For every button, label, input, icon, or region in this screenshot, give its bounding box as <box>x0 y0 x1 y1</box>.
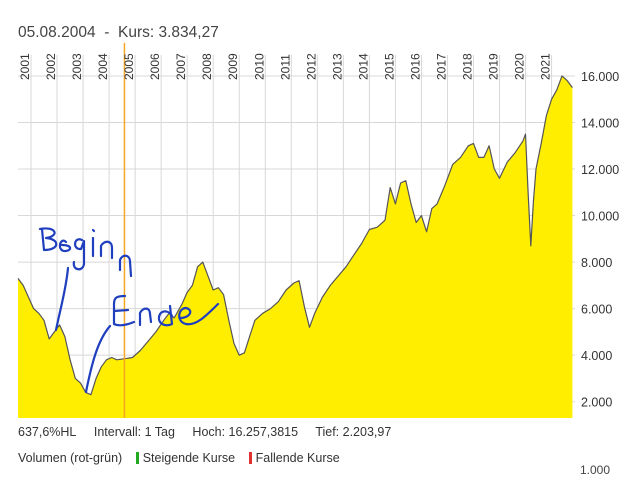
x-tick-label-2001: 2001 <box>18 53 32 80</box>
high-value: Hoch: 16.257,3815 <box>192 425 299 439</box>
stats-bar: 637,6%HL Intervall: 1 Tag Hoch: 16.257,3… <box>18 425 405 439</box>
x-tick-label-2017: 2017 <box>434 53 448 80</box>
handwritten-annotations <box>38 227 220 394</box>
y-tick-label-2.000: 2.000 <box>581 396 612 410</box>
legend-falling-swatch <box>248 452 252 464</box>
x-tick-label-2007: 2007 <box>174 53 188 80</box>
x-tick-label-2003: 2003 <box>70 53 84 80</box>
x-axis-labels: 2001 2002 2003 2004 2005 2006 2007 2008 2009 2010… <box>18 53 553 80</box>
hl-percentage: 637,6%HL <box>18 425 77 439</box>
y-tick-label-10.000: 10.000 <box>581 210 619 224</box>
x-tick-label-2016: 2016 <box>408 53 422 80</box>
cursor-price: Kurs: 3.834,27 <box>118 24 219 41</box>
x-tick-label-2012: 2012 <box>304 53 318 80</box>
x-tick-label-2019: 2019 <box>487 53 501 80</box>
y-tick-label-4.000: 4.000 <box>581 349 612 363</box>
annotation-ende-strokes <box>112 294 220 327</box>
legend-rising[interactable]: Steigende Kurse <box>142 451 236 465</box>
annotation-end-arrow <box>84 324 112 394</box>
volume-axis-tick: 1.000 <box>580 463 611 477</box>
x-tick-label-2006: 2006 <box>148 53 162 80</box>
x-tick-label-2005: 2005 <box>122 53 136 80</box>
price-line <box>17 75 573 396</box>
cursor-date: 05.08.2004 <box>18 24 96 41</box>
annotation-begin-arrow <box>54 266 70 332</box>
x-tick-label-2015: 2015 <box>382 53 396 80</box>
x-tick-label-2004: 2004 <box>96 53 110 80</box>
x-tick-label-2002: 2002 <box>44 53 58 80</box>
legend-volume: Volumen (rot-grün) <box>18 451 123 465</box>
legend-falling[interactable]: Fallende Kurse <box>255 451 340 465</box>
x-tick-label-2010: 2010 <box>252 53 266 80</box>
x-tick-label-2008: 2008 <box>200 53 214 80</box>
interval-value[interactable]: Intervall: 1 Tag <box>93 425 175 439</box>
header-separator: - <box>104 24 110 41</box>
chart-legend: Volumen (rot-grün) Steigende Kurse Falle… <box>18 451 340 465</box>
x-tick-label-2014: 2014 <box>356 53 370 80</box>
low-value: Tief: 2.203,97 <box>315 425 392 439</box>
y-tick-label-14.000: 14.000 <box>581 116 619 130</box>
price-area <box>18 75 573 419</box>
x-tick-label-2018: 2018 <box>460 53 474 80</box>
x-tick-label-2020: 2020 <box>513 53 527 80</box>
y-axis-labels: 2.000 4.000 6.000 8.000 10.000 12.000 14.000 16… <box>581 70 619 410</box>
x-tick-label-2013: 2013 <box>330 53 344 80</box>
y-tick-label-12.000: 12.000 <box>581 163 619 177</box>
y-tick-label-8.000: 8.000 <box>581 256 612 270</box>
legend-rising-swatch <box>135 452 139 464</box>
y-tick-label-6.000: 6.000 <box>581 303 612 317</box>
chart-header: 05.08.2004 - Kurs: 3.834,27 <box>18 24 219 42</box>
annotation-beginn-strokes <box>38 227 133 278</box>
y-tick-label-16.000: 16.000 <box>581 70 619 84</box>
x-tick-label-2009: 2009 <box>226 53 240 80</box>
x-tick-label-2011: 2011 <box>278 54 292 80</box>
x-tick-label-2021: 2021 <box>539 53 553 80</box>
